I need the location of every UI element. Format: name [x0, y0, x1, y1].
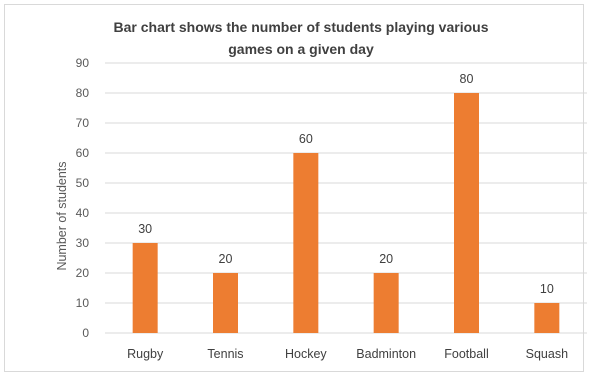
data-labels: 30 20 60 20 80 10: [138, 72, 554, 296]
y-tick-label-60: 60: [76, 146, 90, 160]
x-tick-label-rugby: Rugby: [127, 347, 164, 361]
bar-rugby: [132, 243, 158, 333]
data-label-rugby: 30: [138, 222, 152, 236]
x-tick-label-badminton: Badminton: [356, 347, 416, 361]
x-axis-categories: Rugby Tennis Hockey Badminton Football Squash: [127, 347, 568, 361]
data-label-football: 80: [460, 72, 474, 86]
gridlines: [105, 62, 587, 334]
y-tick-label-10: 10: [76, 296, 90, 310]
x-tick-label-tennis: Tennis: [207, 347, 243, 361]
bar-tennis: [213, 273, 238, 333]
bar-football: [454, 93, 479, 333]
bars: [132, 93, 560, 333]
x-tick-label-hockey: Hockey: [285, 347, 327, 361]
chart-title-line1: Bar chart shows the number of students p…: [114, 19, 489, 35]
y-tick-label-80: 80: [76, 86, 90, 100]
y-axis-ticks: 0 10 20 30 40 50 60 70 80 90: [76, 56, 90, 340]
y-tick-label-50: 50: [76, 176, 90, 190]
y-tick-label-40: 40: [76, 206, 90, 220]
data-label-badminton: 20: [379, 252, 393, 266]
y-tick-label-0: 0: [82, 326, 89, 340]
data-label-hockey: 60: [299, 132, 313, 146]
bar-badminton: [373, 273, 399, 333]
y-tick-label-20: 20: [76, 266, 90, 280]
chart-title-line2: games on a given day: [228, 41, 374, 57]
y-tick-label-90: 90: [76, 56, 90, 70]
data-label-squash: 10: [540, 282, 554, 296]
x-tick-label-football: Football: [444, 347, 488, 361]
y-tick-label-30: 30: [76, 236, 90, 250]
bar-squash: [534, 303, 560, 333]
y-tick-label-70: 70: [76, 116, 90, 130]
bar-hockey: [293, 153, 319, 333]
x-tick-label-squash: Squash: [526, 347, 568, 361]
data-label-tennis: 20: [219, 252, 233, 266]
y-axis-label: Number of students: [55, 161, 69, 270]
